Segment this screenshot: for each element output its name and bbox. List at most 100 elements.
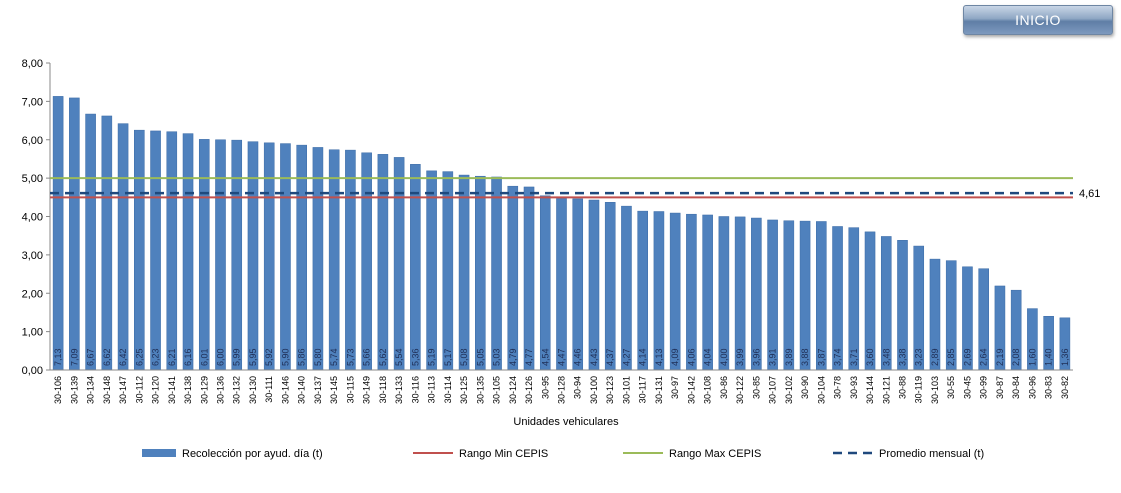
x-tick-label: 30-148 — [102, 376, 112, 404]
bar — [410, 164, 421, 371]
bar-value-label: 6,62 — [102, 348, 112, 366]
bar-value-label: 5,74 — [329, 348, 339, 366]
bar-value-label: 1,36 — [1060, 348, 1070, 366]
bar-value-label: 6,23 — [151, 348, 161, 366]
x-tick-label: 30-117 — [638, 376, 648, 403]
bar — [117, 123, 129, 371]
x-tick-label: 30-135 — [475, 376, 485, 404]
x-tick-label: 30-132 — [232, 376, 242, 404]
bar — [312, 147, 324, 371]
bar-value-label: 1,40 — [1044, 348, 1054, 366]
bar-value-label: 6,21 — [167, 348, 177, 366]
x-tick-label: 30-94 — [573, 376, 583, 399]
x-tick-label: 30-96 — [1027, 376, 1037, 399]
x-tick-label: 30-149 — [362, 376, 372, 404]
y-tick-label: 7,00 — [22, 96, 43, 108]
bar — [523, 186, 535, 371]
x-tick-label: 30-114 — [443, 376, 453, 403]
bar — [231, 139, 243, 371]
bar-value-label: 3,91 — [768, 348, 778, 366]
x-tick-label: 30-125 — [459, 376, 469, 404]
bar-value-label: 4,43 — [589, 348, 599, 366]
bar-value-label: 5,80 — [313, 348, 323, 366]
bar — [166, 131, 178, 371]
inicio-button[interactable]: INICIO — [963, 5, 1113, 35]
x-tick-label: 30-86 — [719, 376, 729, 399]
bar — [150, 130, 161, 371]
bar — [767, 219, 778, 371]
bar — [263, 142, 275, 371]
x-tick-label: 30-124 — [508, 376, 518, 404]
bar-value-label: 5,62 — [378, 348, 388, 366]
bar — [215, 139, 226, 371]
x-tick-label: 30-138 — [183, 376, 193, 404]
bar-value-label: 4,06 — [686, 348, 696, 366]
bar-value-label: 6,42 — [118, 348, 128, 366]
bar-value-label: 3,60 — [865, 348, 875, 366]
bar-value-label: 4,77 — [524, 348, 534, 366]
x-tick-label: 30-145 — [329, 376, 339, 404]
x-tick-label: 30-121 — [881, 376, 891, 404]
reference-lines: 4,61 — [50, 177, 1100, 200]
bar-value-label: 4,54 — [540, 348, 550, 366]
legend-label: Rango Max CEPIS — [669, 448, 761, 460]
legend-swatch — [142, 449, 176, 457]
legend-item: Rango Min CEPIS — [413, 448, 548, 460]
bar-value-label: 5,90 — [280, 348, 290, 366]
bar-value-label: 2,19 — [995, 348, 1005, 366]
bar-value-label: 6,25 — [134, 348, 144, 366]
bar — [751, 217, 762, 371]
x-tick-label: 30-119 — [914, 376, 924, 403]
bar-value-label: 5,95 — [248, 348, 258, 366]
x-tick-label: 30-128 — [557, 376, 567, 404]
x-tick-label: 30-140 — [297, 376, 307, 404]
x-tick-label: 30-99 — [979, 376, 989, 399]
y-tick-label: 6,00 — [22, 135, 43, 147]
bar-value-label: 5,99 — [232, 348, 242, 366]
x-tick-label: 30-118 — [378, 376, 388, 403]
bar-value-label: 6,16 — [183, 348, 193, 366]
bar — [426, 170, 437, 371]
bar — [85, 113, 96, 371]
bar-value-label: 5,36 — [410, 348, 420, 366]
bar-value-label: 5,54 — [394, 348, 404, 366]
bar-value-label: 2,69 — [962, 348, 972, 366]
x-tick-label: 30-137 — [313, 376, 323, 404]
legend-label: Rango Min CEPIS — [459, 448, 548, 460]
bar-value-label: 5,86 — [297, 348, 307, 366]
bar — [377, 154, 389, 371]
bar-value-label: 2,85 — [946, 348, 956, 366]
bar-value-label: 4,04 — [703, 348, 713, 366]
x-tick-label: 30-55 — [946, 376, 956, 399]
bar — [637, 210, 648, 371]
x-tick-label: 30-83 — [1044, 376, 1054, 399]
bar-value-label: 3,38 — [898, 348, 908, 366]
bar-value-label: 4,79 — [508, 348, 518, 366]
bar-value-label: 5,08 — [459, 348, 469, 366]
bar-value-label: 4,46 — [573, 348, 583, 366]
bar-value-label: 3,74 — [833, 348, 843, 366]
bar — [69, 97, 80, 371]
x-tick-label: 30-147 — [118, 376, 128, 404]
x-tick-label: 30-107 — [768, 376, 778, 404]
x-tick-label: 30-82 — [1060, 376, 1070, 399]
bar — [653, 211, 665, 371]
x-tick-label: 30-131 — [654, 376, 664, 404]
bars: 7,13 7,09 6,67 6,62 6,42 6,25 6,23 6,21 6,16 6,01… — [52, 96, 1071, 371]
x-axis-title: Unidades vehiculares — [513, 416, 619, 428]
bar-value-label: 4,09 — [670, 348, 680, 366]
bar-value-label: 7,13 — [53, 348, 63, 366]
y-tick-label: 8,00 — [22, 58, 43, 70]
bar — [475, 175, 486, 371]
bar-value-label: 5,05 — [475, 348, 485, 366]
bar-value-label: 2,64 — [979, 348, 989, 366]
bar — [572, 198, 584, 371]
x-tick-label: 30-144 — [865, 376, 875, 404]
bar-value-label: 4,00 — [719, 348, 729, 366]
bar-value-label: 7,09 — [69, 348, 79, 366]
bar — [101, 115, 113, 371]
bar-value-label: 3,87 — [816, 348, 826, 366]
bar-value-label: 3,99 — [735, 348, 745, 366]
bar-value-label: 3,23 — [914, 348, 924, 366]
